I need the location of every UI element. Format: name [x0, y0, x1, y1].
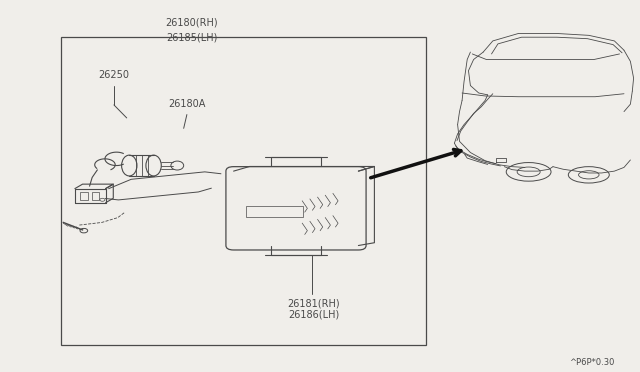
- Bar: [246, 206, 303, 217]
- Text: 26180(RH): 26180(RH): [166, 17, 218, 27]
- Text: 26180A: 26180A: [168, 99, 205, 109]
- Bar: [61, 37, 426, 345]
- Bar: [92, 192, 99, 200]
- Text: 26185(LH): 26185(LH): [166, 32, 218, 42]
- Text: 26250: 26250: [99, 70, 129, 80]
- Text: 26181(RH): 26181(RH): [287, 298, 340, 308]
- Text: ^P6P*0.30: ^P6P*0.30: [569, 358, 614, 367]
- Bar: [80, 192, 88, 200]
- Text: 26186(LH): 26186(LH): [288, 310, 339, 319]
